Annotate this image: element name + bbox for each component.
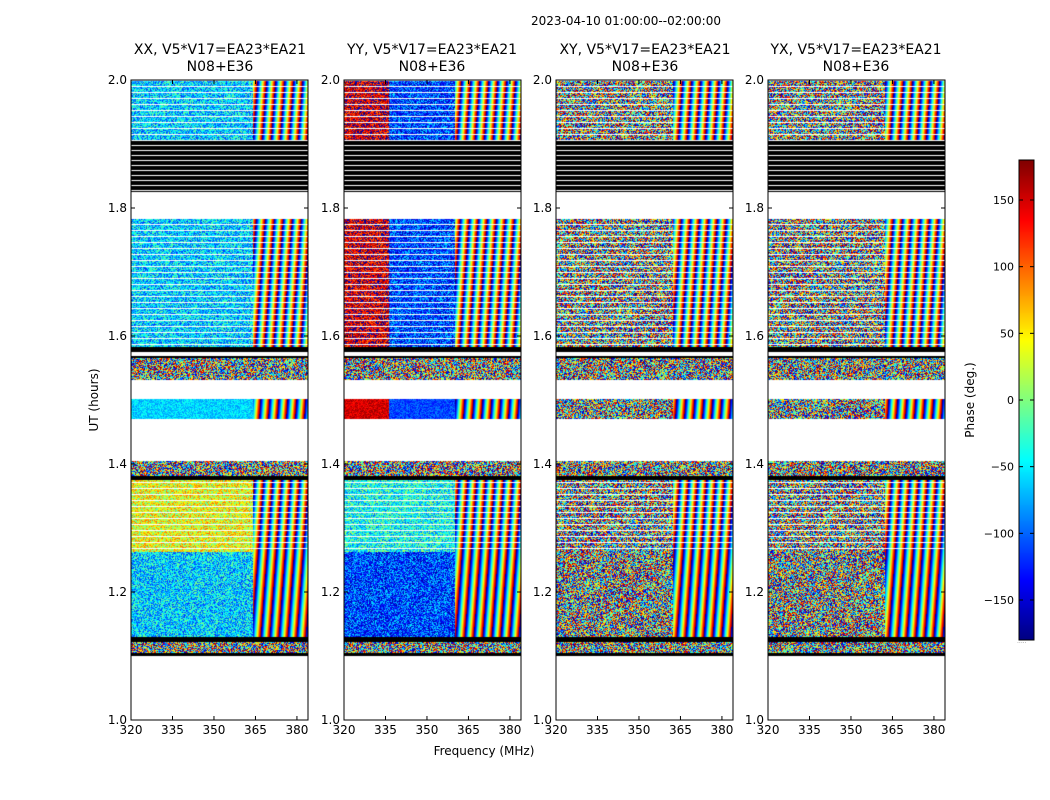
panel-2-xtick-label-350: 350 <box>416 723 439 737</box>
panel-1-ytick-label-1.6: 1.6 <box>108 329 127 343</box>
panel-3-ytick-label-1.2: 1.2 <box>533 585 552 599</box>
panel-3-ytick-label-1.6: 1.6 <box>533 329 552 343</box>
panel-3-xtick-label-350: 350 <box>628 723 651 737</box>
panel-3-heatmap <box>556 80 733 720</box>
panel-3-xtick-label-365: 365 <box>669 723 692 737</box>
panel-2-ytick-label-1.6: 1.6 <box>321 329 340 343</box>
colorbar-tick-label--100: −100 <box>984 527 1014 540</box>
panel-2-xtick-label-365: 365 <box>457 723 480 737</box>
colorbar-label: Phase (deg.) <box>963 362 977 438</box>
panel-2-title-line2: N08+E36 <box>398 59 466 75</box>
panel-1-ytick-label-2.0: 2.0 <box>108 73 127 87</box>
panel-4-heatmap <box>768 80 945 720</box>
panel-4-ytick-label-1.4: 1.4 <box>745 457 764 471</box>
panel-1-ytick-label-1.0: 1.0 <box>108 713 127 727</box>
panel-2-ytick-label-1.0: 1.0 <box>321 713 340 727</box>
panel-1-title: XX, V5*V17=EA23*EA21 N08+E36 <box>100 42 340 76</box>
panel-3-frame <box>555 79 734 721</box>
colorbar-tick-label-50: 50 <box>1000 327 1014 340</box>
panel-1-ytick-label-1.2: 1.2 <box>108 585 127 599</box>
panel-1-xtick-label-380: 380 <box>285 723 308 737</box>
panel-3-title: XY, V5*V17=EA23*EA21 N08+E36 <box>525 42 765 76</box>
colorbar-tick-label-0: 0 <box>1007 394 1014 407</box>
panel-1-xtick-label-365: 365 <box>244 723 267 737</box>
panel-4-title: YX, V5*V17=EA23*EA21 N08+E36 <box>736 42 976 76</box>
panel-1-xtick-label-320: 320 <box>120 723 143 737</box>
panel-2-xtick-label-380: 380 <box>498 723 521 737</box>
panel-4-ytick-label-1.2: 1.2 <box>745 585 764 599</box>
panel-2-ytick-label-1.2: 1.2 <box>321 585 340 599</box>
colorbar-tick-label--150: −150 <box>984 594 1014 607</box>
panel-3-ytick-label-1.0: 1.0 <box>533 713 552 727</box>
panel-3-xtick-label-335: 335 <box>586 723 609 737</box>
panel-4-title-line2: N08+E36 <box>822 59 890 75</box>
panel-2-xtick-label-335: 335 <box>374 723 397 737</box>
panel-1-ytick-label-1.8: 1.8 <box>108 201 127 215</box>
panel-1-title-line2: N08+E36 <box>186 59 254 75</box>
panel-3-xtick-label-380: 380 <box>710 723 733 737</box>
panel-2-title: YY, V5*V17=EA23*EA21 N08+E36 <box>312 42 552 76</box>
panel-2-heatmap <box>344 80 521 720</box>
panel-2-frame <box>343 79 522 721</box>
panel-4-ytick-label-1.0: 1.0 <box>745 713 764 727</box>
panel-4-xtick-label-365: 365 <box>881 723 904 737</box>
panel-4-xtick-label-380: 380 <box>922 723 945 737</box>
panel-2-ytick-label-1.8: 1.8 <box>321 201 340 215</box>
panel-4-xtick-label-320: 320 <box>757 723 780 737</box>
panel-1-xtick-label-350: 350 <box>203 723 226 737</box>
panel-4-ytick-label-2.0: 2.0 <box>745 73 764 87</box>
x-axis-label: Frequency (MHz) <box>433 744 535 758</box>
panel-3-ytick-label-1.4: 1.4 <box>533 457 552 471</box>
colorbar-tick-label-100: 100 <box>993 261 1014 274</box>
panel-4-ytick-label-1.8: 1.8 <box>745 201 764 215</box>
colorbar-tick-label-150: 150 <box>993 194 1014 207</box>
panel-4-title-line1: YX, V5*V17=EA23*EA21 <box>770 42 942 58</box>
panel-4-ytick-label-1.6: 1.6 <box>745 329 764 343</box>
figure-title: 2023-04-10 01:00:00--02:00:00 <box>530 14 721 28</box>
panel-1-heatmap <box>131 80 308 720</box>
panel-3-xtick-label-320: 320 <box>545 723 568 737</box>
panel-3-title-line1: XY, V5*V17=EA23*EA21 <box>559 42 731 58</box>
panel-3-title-line2: N08+E36 <box>611 59 679 75</box>
panel-1-frame <box>130 79 309 721</box>
panel-4-frame <box>767 79 946 721</box>
panel-1-xtick-label-335: 335 <box>161 723 184 737</box>
panel-4-xtick-label-335: 335 <box>798 723 821 737</box>
y-axis-label: UT (hours) <box>87 368 101 432</box>
colorbar-underflow-marker: ..... <box>1017 638 1027 645</box>
panel-1-title-line1: XX, V5*V17=EA23*EA21 <box>133 42 307 58</box>
panel-2-title-line1: YY, V5*V17=EA23*EA21 <box>346 42 518 58</box>
panel-1-ytick-label-1.4: 1.4 <box>108 457 127 471</box>
colorbar-gradient <box>1019 160 1034 640</box>
panel-2-xtick-label-320: 320 <box>333 723 356 737</box>
panel-2-ytick-label-2.0: 2.0 <box>321 73 340 87</box>
panel-3-ytick-label-2.0: 2.0 <box>533 73 552 87</box>
panel-4-xtick-label-350: 350 <box>840 723 863 737</box>
colorbar-tick-label--50: −50 <box>991 461 1014 474</box>
panel-2-ytick-label-1.4: 1.4 <box>321 457 340 471</box>
panel-3-ytick-label-1.8: 1.8 <box>533 201 552 215</box>
